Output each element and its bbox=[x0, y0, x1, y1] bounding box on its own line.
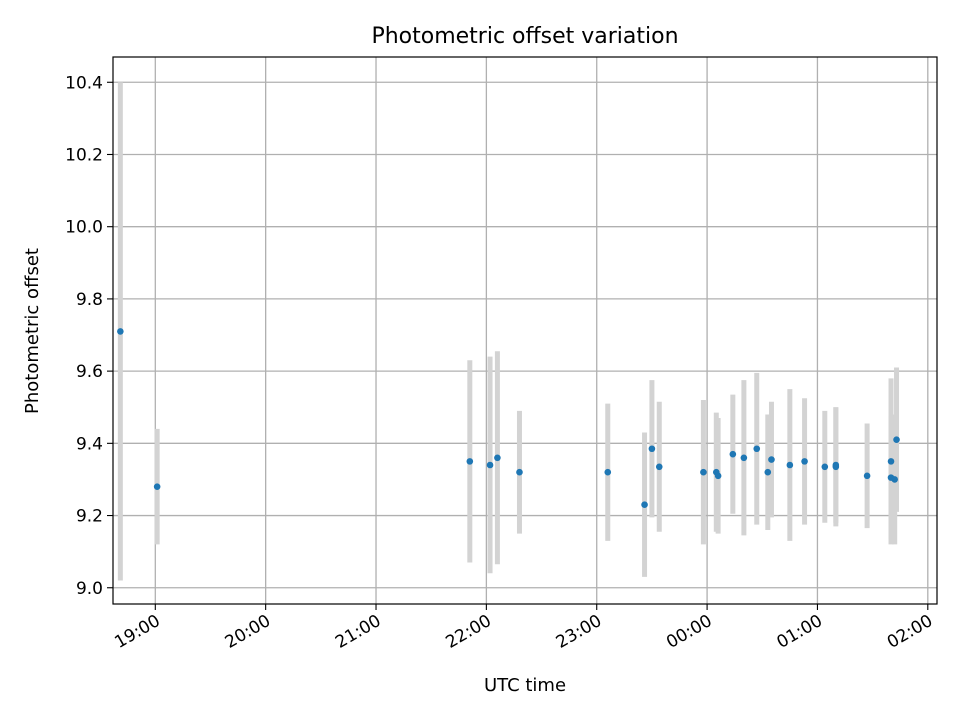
data-point bbox=[768, 456, 775, 463]
data-point bbox=[494, 454, 501, 462]
plot-frame bbox=[112, 56, 938, 605]
y-tick-label: 10.4 bbox=[65, 73, 103, 93]
error-bars bbox=[117, 82, 900, 581]
data-point bbox=[516, 468, 523, 476]
x-tick-label: 21:00 bbox=[332, 611, 384, 653]
data-point bbox=[117, 328, 124, 335]
data-point bbox=[786, 461, 794, 469]
data-points bbox=[117, 328, 900, 509]
data-point bbox=[641, 501, 648, 509]
x-tick-label: 23:00 bbox=[553, 611, 605, 653]
grid bbox=[113, 57, 937, 604]
data-point bbox=[740, 454, 748, 462]
y-tick-label: 9.0 bbox=[76, 579, 103, 599]
data-point bbox=[893, 436, 900, 444]
x-tick-label: 22:00 bbox=[442, 611, 494, 653]
data-point bbox=[655, 463, 663, 471]
data-point bbox=[801, 458, 808, 465]
data-point bbox=[153, 483, 161, 490]
data-point bbox=[714, 472, 722, 480]
data-point bbox=[700, 468, 707, 476]
data-point bbox=[753, 445, 761, 453]
data-point bbox=[832, 463, 840, 471]
data-point bbox=[764, 468, 772, 476]
y-tick-label: 9.2 bbox=[76, 507, 103, 527]
y-tick-label: 10.0 bbox=[65, 218, 103, 238]
x-tick-label: 00:00 bbox=[663, 611, 715, 653]
x-axis-label: UTC time bbox=[484, 675, 566, 696]
data-point bbox=[891, 476, 898, 483]
y-tick-label: 10.2 bbox=[65, 145, 103, 165]
data-point bbox=[887, 458, 895, 465]
data-point bbox=[729, 450, 737, 458]
y-axis-label: Photometric offset bbox=[22, 248, 43, 414]
y-tick-label: 9.8 bbox=[76, 290, 103, 310]
y-tick-label: 9.4 bbox=[76, 434, 103, 454]
data-point bbox=[604, 468, 612, 476]
x-tick-label: 19:00 bbox=[111, 611, 163, 653]
data-point bbox=[486, 461, 494, 469]
axis-ticks: 19:00 20:00 21:00 22:00 23:00 00:00 01:00 02:00… bbox=[65, 73, 936, 653]
x-tick-label: 20:00 bbox=[222, 611, 274, 653]
x-tick-label: 01:00 bbox=[774, 611, 826, 653]
data-point bbox=[648, 445, 656, 453]
y-tick-label: 9.6 bbox=[76, 362, 103, 382]
data-point bbox=[821, 463, 829, 471]
data-point bbox=[466, 458, 474, 465]
data-point bbox=[863, 472, 871, 480]
x-tick-label: 02:00 bbox=[884, 611, 936, 653]
chart-title: Photometric offset variation bbox=[371, 24, 678, 49]
